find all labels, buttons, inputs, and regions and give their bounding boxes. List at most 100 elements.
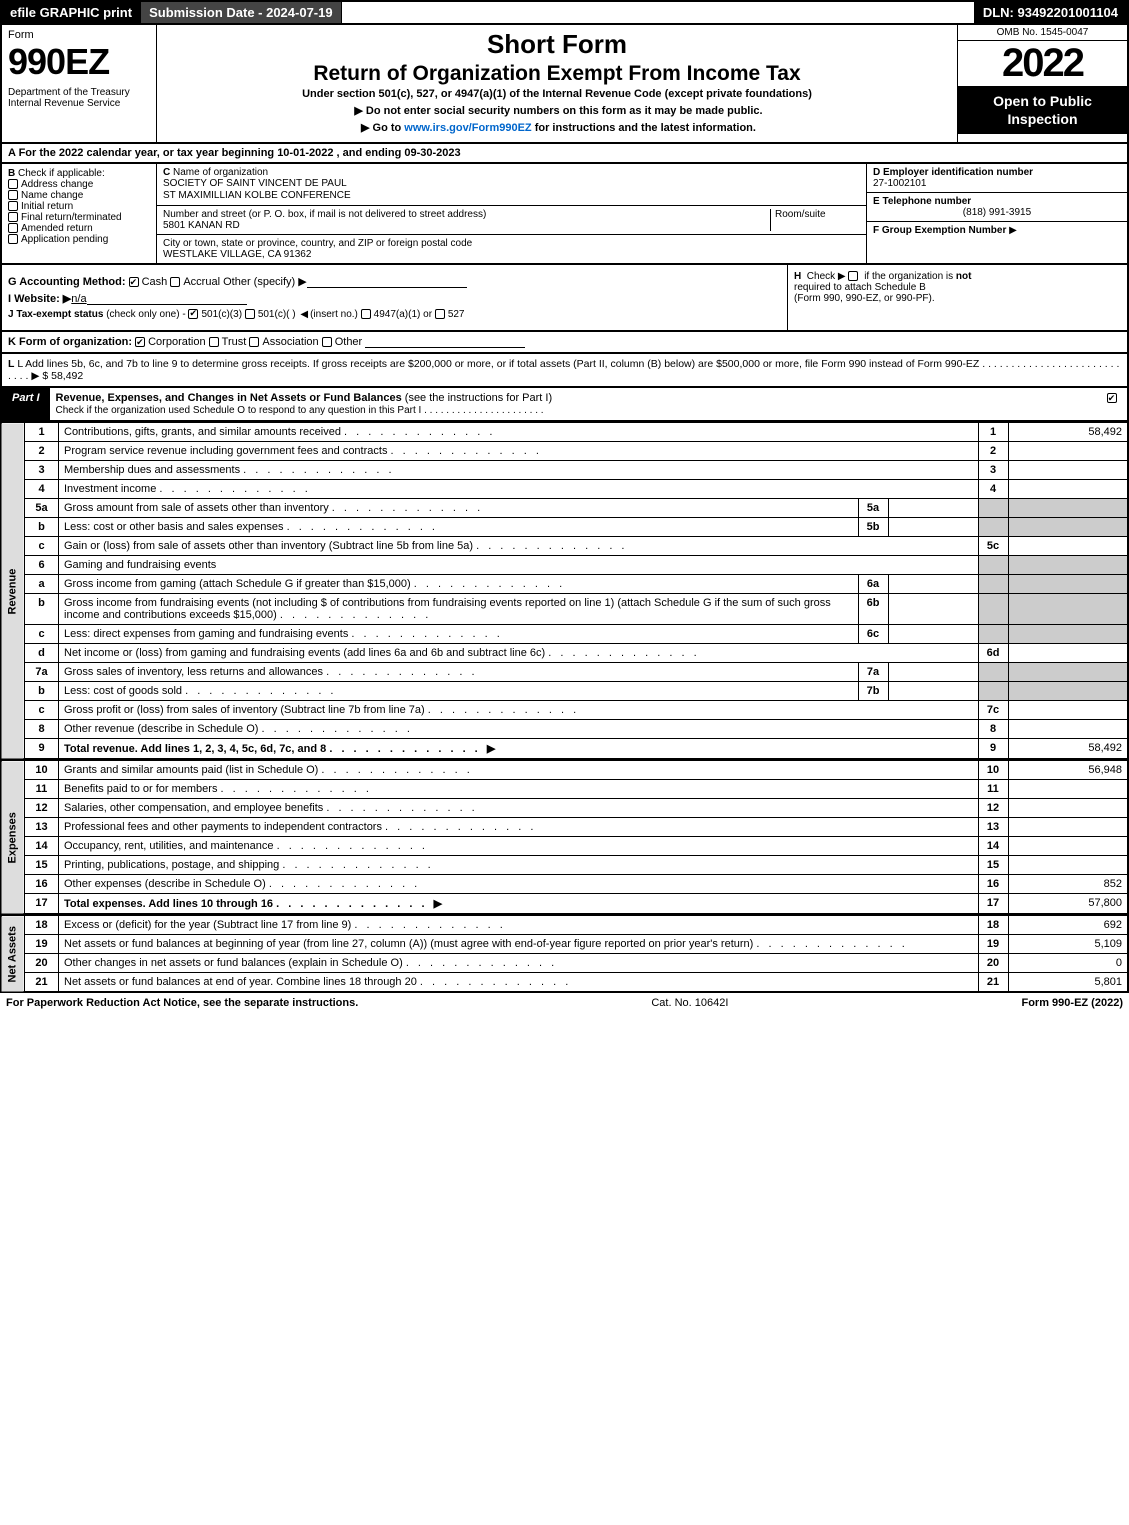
chk-assoc[interactable] (249, 337, 259, 347)
section-b: B Check if applicable: Address change Na… (2, 164, 157, 263)
section-def: D Employer identification number27-10021… (867, 164, 1127, 263)
chk-501c3[interactable] (188, 309, 198, 319)
k-label: K Form of organization: (8, 336, 132, 348)
h-req: required to attach Schedule B (794, 282, 926, 293)
chk-501c[interactable] (245, 309, 255, 319)
f-arrow-icon: ▶ (1009, 225, 1017, 236)
h-if: if the organization is (864, 271, 953, 282)
table-row: 5aGross amount from sale of assets other… (1, 499, 1128, 518)
street-value: 5801 KANAN RD (163, 220, 240, 231)
header-right: OMB No. 1545-0047 2022 Open to Public In… (957, 25, 1127, 142)
chk-corp[interactable] (135, 337, 145, 347)
chk-527[interactable] (435, 309, 445, 319)
h-label: H (794, 271, 801, 282)
d-label: D Employer identification number (873, 167, 1033, 178)
top-bar: efile GRAPHIC print Submission Date - 20… (0, 0, 1129, 25)
l-text: L Add lines 5b, 6c, and 7b to line 9 to … (17, 358, 979, 370)
chk-name-change[interactable]: Name change (8, 190, 150, 201)
l-arrow-icon: ▶ (31, 370, 39, 382)
part-i-title: Revenue, Expenses, and Changes in Net As… (50, 388, 1099, 420)
opt-amended: Amended return (21, 223, 93, 234)
chk-amended[interactable]: Amended return (8, 223, 150, 234)
table-row: 14Occupancy, rent, utilities, and mainte… (1, 837, 1128, 856)
city-label: City or town, state or province, country… (163, 238, 472, 249)
table-row: 21Net assets or fund balances at end of … (1, 973, 1128, 993)
city-value: WESTLAKE VILLAGE, CA 91362 (163, 249, 311, 260)
chk-trust[interactable] (209, 337, 219, 347)
opt-name: Name change (21, 190, 83, 201)
chk-cash[interactable] (129, 277, 139, 287)
footer-left: For Paperwork Reduction Act Notice, see … (6, 997, 358, 1009)
chk-4947[interactable] (361, 309, 371, 319)
table-row: Expenses10Grants and similar amounts pai… (1, 761, 1128, 780)
chk-initial-return[interactable]: Initial return (8, 201, 150, 212)
netassets-table: Net Assets18Excess or (deficit) for the … (0, 915, 1129, 993)
opt-address: Address change (21, 179, 93, 190)
section-h: H Check ▶ if the organization is not req… (787, 265, 1127, 330)
chk-pending[interactable]: Application pending (8, 234, 150, 245)
k-corp: Corporation (148, 336, 205, 348)
table-row: 19Net assets or fund balances at beginni… (1, 935, 1128, 954)
table-row: 3Membership dues and assessments . . . .… (1, 461, 1128, 480)
k-other: Other (335, 336, 363, 348)
under-section: Under section 501(c), 527, or 4947(a)(1)… (163, 88, 951, 100)
section-a: A For the 2022 calendar year, or tax yea… (0, 144, 1129, 164)
h-check: Check ▶ (807, 271, 846, 282)
j-501c3: 501(c)(3) (201, 309, 242, 320)
table-row: Revenue1Contributions, gifts, grants, an… (1, 423, 1128, 442)
phone-value: (818) 991-3915 (873, 207, 1121, 218)
website-blank (87, 294, 247, 305)
section-j: J Tax-exempt status (check only one) - 5… (8, 309, 781, 320)
b-check-label: Check if applicable: (18, 168, 105, 179)
chk-address-change[interactable]: Address change (8, 179, 150, 190)
table-row: bLess: cost or other basis and sales exp… (1, 518, 1128, 537)
j-label: J Tax-exempt status (8, 309, 103, 320)
h-forms: (Form 990, 990-EZ, or 990-PF). (794, 293, 935, 304)
ssn-warning: Do not enter social security numbers on … (163, 104, 951, 117)
footer-right: Form 990-EZ (2022) (1021, 997, 1123, 1009)
section-b-c-def: B Check if applicable: Address change Na… (0, 164, 1129, 265)
revenue-table: Revenue1Contributions, gifts, grants, an… (0, 422, 1129, 760)
website-value: n/a (71, 293, 86, 305)
j-527: 527 (448, 309, 465, 320)
table-row: bGross income from fundraising events (n… (1, 594, 1128, 625)
chk-schedule-b[interactable] (848, 271, 858, 281)
table-row: 17Total expenses. Add lines 10 through 1… (1, 894, 1128, 915)
part-i-label: Part I (2, 388, 50, 420)
chk-other-org[interactable] (322, 337, 332, 347)
table-row: Net Assets18Excess or (deficit) for the … (1, 916, 1128, 935)
expenses-table: Expenses10Grants and similar amounts pai… (0, 760, 1129, 915)
page-footer: For Paperwork Reduction Act Notice, see … (0, 993, 1129, 1013)
sidebar-expenses: Expenses (1, 761, 25, 915)
g-label: G Accounting Method: (8, 276, 126, 288)
section-f: F Group Exemption Number ▶ (867, 222, 1127, 239)
section-g-h-i-j: G Accounting Method: Cash Accrual Other … (0, 265, 1129, 332)
goto-instruction: Go to www.irs.gov/Form990EZ for instruct… (163, 121, 951, 134)
footer-center: Cat. No. 10642I (651, 997, 728, 1009)
k-assoc: Association (262, 336, 318, 348)
j-4947: 4947(a)(1) or (374, 309, 432, 320)
sidebar-revenue: Revenue (1, 423, 25, 760)
table-row: 2Program service revenue including gover… (1, 442, 1128, 461)
table-row: bLess: cost of goods sold . . . . . . . … (1, 682, 1128, 701)
section-g: G Accounting Method: Cash Accrual Other … (8, 275, 781, 288)
table-row: 4Investment income . . . . . . . . . . .… (1, 480, 1128, 499)
org-name-row: C Name of organization SOCIETY OF SAINT … (157, 164, 866, 206)
table-row: 11Benefits paid to or for members . . . … (1, 780, 1128, 799)
table-row: 8Other revenue (describe in Schedule O) … (1, 720, 1128, 739)
other-label: Other (specify) (223, 276, 295, 288)
section-i: I Website: ▶n/a (8, 292, 781, 305)
efile-label[interactable]: efile GRAPHIC print (2, 2, 141, 23)
cash-label: Cash (142, 276, 168, 288)
org-name: SOCIETY OF SAINT VINCENT DE PAUL ST MAXI… (163, 178, 351, 201)
table-row: 12Salaries, other compensation, and empl… (1, 799, 1128, 818)
other-blank[interactable] (307, 277, 467, 288)
irs-link[interactable]: www.irs.gov/Form990EZ (404, 122, 531, 134)
k-blank (365, 337, 525, 348)
chk-final-return[interactable]: Final return/terminated (8, 212, 150, 223)
chk-accrual[interactable] (170, 277, 180, 287)
part-i-checkbox[interactable] (1099, 388, 1127, 420)
street-label: Number and street (or P. O. box, if mail… (163, 209, 486, 220)
part-i-check: Check if the organization used Schedule … (56, 405, 422, 416)
i-label: I Website: ▶ (8, 293, 71, 305)
